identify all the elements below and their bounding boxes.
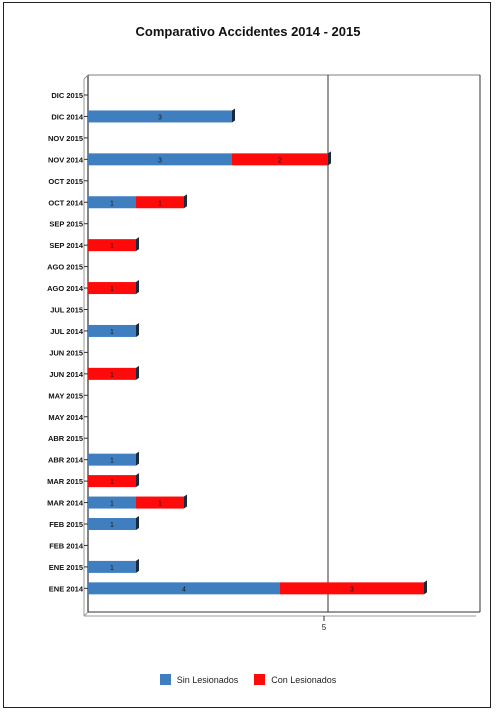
y-tick-label: NOV 2014 [48, 155, 84, 164]
bar-con-lesionados [88, 367, 136, 380]
bar-end-cap [136, 558, 139, 573]
data-label: 1 [110, 522, 114, 529]
y-tick-label: FEB 2015 [49, 520, 83, 529]
y-tick-label: ENE 2014 [49, 584, 84, 593]
bar-end-cap [232, 108, 235, 123]
bar-con-lesionados [136, 196, 184, 209]
bar-end-cap [136, 280, 139, 295]
bar-end-cap [136, 365, 139, 380]
legend-swatch-con [254, 674, 266, 685]
bar-sin-lesionados [88, 518, 136, 530]
y-tick-label: ABR 2014 [48, 456, 84, 465]
data-label: 1 [110, 458, 114, 465]
bar-con-lesionados [88, 475, 136, 488]
bar-sin-lesionados [88, 196, 136, 209]
y-tick-label: AGO 2015 [47, 263, 83, 272]
data-label: 1 [110, 565, 114, 572]
legend-item-sin: Sin Lesionados [159, 674, 239, 685]
data-label: 2 [278, 157, 282, 164]
y-tick-label: OCT 2015 [48, 177, 83, 186]
bar-end-cap [328, 151, 331, 166]
bar-sin-lesionados [88, 496, 136, 509]
y-tick-label: DIC 2015 [51, 91, 83, 100]
bar-end-cap [136, 237, 139, 252]
chart-title: Comparativo Accidentes 2014 - 2015 [135, 24, 361, 39]
data-label: 1 [110, 329, 114, 336]
legend: Sin Lesionados Con Lesionados [0, 674, 496, 685]
legend-label-sin: Sin Lesionados [176, 674, 239, 685]
bar-con-lesionados [88, 239, 136, 252]
bar-end-cap [424, 580, 427, 595]
data-label: 1 [110, 286, 114, 293]
legend-swatch-sin [159, 674, 171, 685]
data-label: 1 [158, 200, 162, 207]
data-label: 1 [110, 372, 114, 379]
bar-end-cap [184, 194, 187, 209]
y-tick-label: FEB 2014 [49, 541, 84, 550]
bar-sin-lesionados [88, 324, 136, 337]
y-tick-label: MAY 2015 [48, 391, 83, 400]
y-tick-label: AGO 2014 [47, 284, 84, 293]
y-tick-label: JUL 2015 [50, 306, 83, 315]
data-label: 1 [110, 200, 114, 207]
data-label: 4 [182, 586, 186, 593]
data-label: 3 [158, 157, 162, 164]
y-tick-label: ABR 2015 [48, 434, 83, 443]
bar-end-cap [136, 322, 139, 337]
y-tick-label: NOV 2015 [48, 134, 83, 143]
y-tick-label: OCT 2014 [48, 198, 83, 207]
data-label: 1 [110, 501, 114, 508]
bar-end-cap [136, 473, 139, 488]
bar-con-lesionados [232, 153, 328, 166]
bar-sin-lesionados [88, 582, 280, 595]
data-label: 1 [110, 243, 114, 250]
y-tick-label: MAY 2014 [48, 413, 83, 422]
bar-end-cap [184, 494, 187, 509]
bar-sin-lesionados [88, 153, 232, 166]
plot-corner-top [83, 74, 89, 80]
legend-item-con: Con Lesionados [254, 674, 336, 685]
plot-corner-bottom [83, 611, 89, 617]
x-tick-label: 5 [322, 623, 327, 632]
bar-con-lesionados [88, 282, 136, 295]
y-tick-label: JUN 2015 [49, 348, 83, 357]
bar-con-lesionados [280, 582, 424, 595]
y-tick-label: JUL 2014 [50, 327, 84, 336]
bar-end-cap [136, 516, 139, 530]
bar-sin-lesionados [88, 110, 232, 123]
bar-con-lesionados [136, 496, 184, 509]
legend-label-con: Con Lesionados [271, 674, 337, 685]
data-label: 3 [158, 114, 162, 121]
data-label: 1 [110, 479, 114, 486]
y-tick-label: SEP 2014 [49, 241, 83, 250]
bar-end-cap [136, 451, 139, 466]
bar-sin-lesionados [88, 453, 136, 466]
bar-sin-lesionados [88, 560, 136, 573]
y-tick-label: JUN 2014 [49, 370, 84, 379]
data-label: 3 [350, 586, 354, 593]
y-tick-label: ENE 2015 [49, 563, 83, 572]
y-tick-label: MAR 2015 [47, 477, 83, 486]
y-tick-label: MAR 2014 [47, 499, 84, 508]
data-label: 1 [158, 501, 162, 508]
y-tick-label: SEP 2015 [49, 220, 83, 229]
y-tick-label: DIC 2014 [51, 112, 84, 121]
